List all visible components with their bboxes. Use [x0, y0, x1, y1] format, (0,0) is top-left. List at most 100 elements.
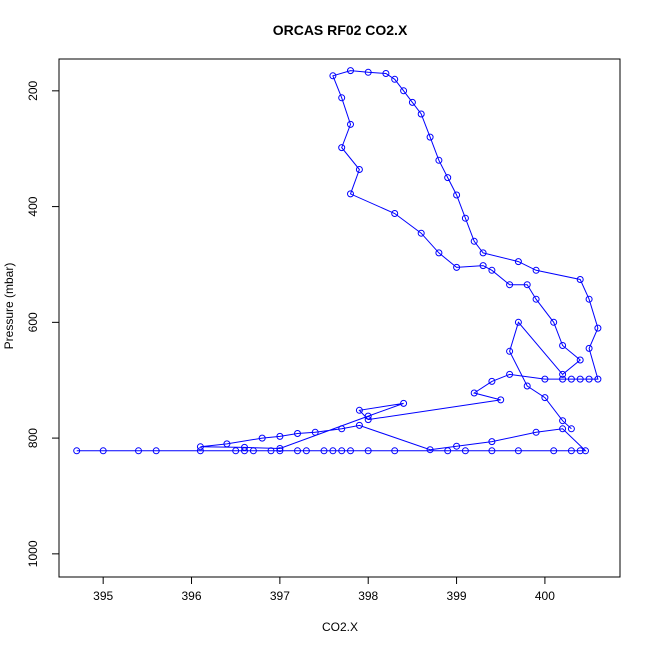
- data-point: [550, 447, 558, 455]
- data-point: [417, 229, 425, 237]
- data-point: [594, 324, 602, 332]
- data-point: [585, 375, 593, 383]
- x-axis: 395 396 397 398 399 400: [93, 577, 555, 603]
- data-point: [338, 425, 346, 433]
- y-tick-label: 800: [26, 428, 40, 448]
- y-axis-label: Pressure (mbar): [2, 263, 16, 350]
- data-point: [488, 447, 496, 455]
- data-point: [329, 447, 337, 455]
- data-point: [391, 210, 399, 217]
- data-point: [532, 428, 540, 436]
- series-line: [76, 70, 599, 452]
- data-point: [382, 70, 390, 77]
- data-point: [506, 370, 514, 378]
- data-point: [435, 249, 443, 257]
- data-point: [479, 249, 487, 257]
- data-point: [576, 356, 584, 364]
- data-point: [506, 281, 514, 289]
- data-point: [249, 447, 257, 455]
- series-markers: [73, 67, 602, 455]
- data-point: [338, 144, 346, 152]
- series-path: [76, 70, 599, 452]
- data-point: [241, 447, 248, 455]
- data-point: [417, 110, 425, 118]
- data-point: [276, 432, 284, 440]
- data-point: [576, 276, 584, 283]
- data-point: [99, 447, 107, 455]
- y-tick-label: 600: [26, 312, 40, 332]
- data-point: [267, 447, 275, 455]
- y-tick-label: 1000: [26, 540, 40, 567]
- data-point: [294, 430, 301, 437]
- data-point: [364, 416, 372, 424]
- data-point: [541, 394, 549, 402]
- data-point: [567, 375, 575, 383]
- data-point: [338, 447, 346, 455]
- data-point: [400, 399, 408, 407]
- data-point: [559, 342, 567, 349]
- data-point: [232, 447, 240, 455]
- data-point: [461, 447, 469, 455]
- data-point: [453, 263, 461, 271]
- data-point: [364, 68, 372, 76]
- data-point: [400, 87, 408, 95]
- data-point: [453, 442, 461, 450]
- data-point: [479, 262, 487, 270]
- data-point: [559, 417, 567, 425]
- data-point: [408, 98, 416, 106]
- x-axis-label: CO2.X: [322, 620, 358, 634]
- data-point: [311, 428, 319, 436]
- data-point: [567, 425, 575, 433]
- data-point: [364, 412, 372, 420]
- data-point: [488, 377, 496, 385]
- data-point: [152, 447, 160, 455]
- chart-title: ORCAS RF02 CO2.X: [273, 22, 408, 38]
- data-point: [532, 295, 540, 303]
- data-point: [567, 447, 575, 455]
- y-tick-label: 400: [26, 196, 40, 216]
- data-point: [444, 447, 452, 455]
- data-point: [497, 396, 505, 404]
- data-point: [582, 447, 589, 455]
- data-point: [550, 318, 558, 326]
- data-point: [506, 347, 514, 355]
- data-point: [426, 133, 434, 141]
- data-point: [488, 438, 496, 446]
- x-tick-label: 397: [270, 589, 290, 603]
- data-point: [576, 447, 584, 455]
- data-point: [514, 258, 522, 266]
- data-point: [73, 447, 81, 455]
- data-point: [541, 375, 549, 383]
- data-point: [585, 295, 593, 303]
- data-point: [355, 421, 363, 429]
- data-point: [470, 389, 478, 397]
- data-point: [426, 446, 434, 454]
- data-point: [347, 190, 354, 198]
- x-tick-label: 395: [93, 589, 113, 603]
- data-point: [135, 447, 142, 455]
- data-point: [347, 120, 354, 128]
- data-point: [196, 447, 204, 455]
- y-tick-label: 200: [26, 81, 40, 101]
- x-tick-label: 399: [447, 589, 467, 603]
- data-point: [338, 94, 346, 102]
- data-point: [488, 266, 496, 274]
- data-point: [435, 156, 443, 164]
- data-point: [364, 447, 372, 455]
- data-point: [196, 443, 204, 451]
- data-point: [223, 440, 231, 448]
- data-point: [258, 434, 266, 442]
- data-point: [523, 281, 531, 289]
- data-point: [355, 166, 363, 173]
- x-tick-label: 398: [358, 589, 378, 603]
- data-point: [355, 406, 363, 414]
- data-point: [514, 447, 522, 455]
- data-point: [559, 370, 567, 378]
- data-point: [559, 425, 567, 433]
- data-point: [470, 237, 478, 245]
- data-point: [585, 344, 593, 352]
- data-point: [276, 447, 284, 455]
- data-point: [347, 447, 354, 455]
